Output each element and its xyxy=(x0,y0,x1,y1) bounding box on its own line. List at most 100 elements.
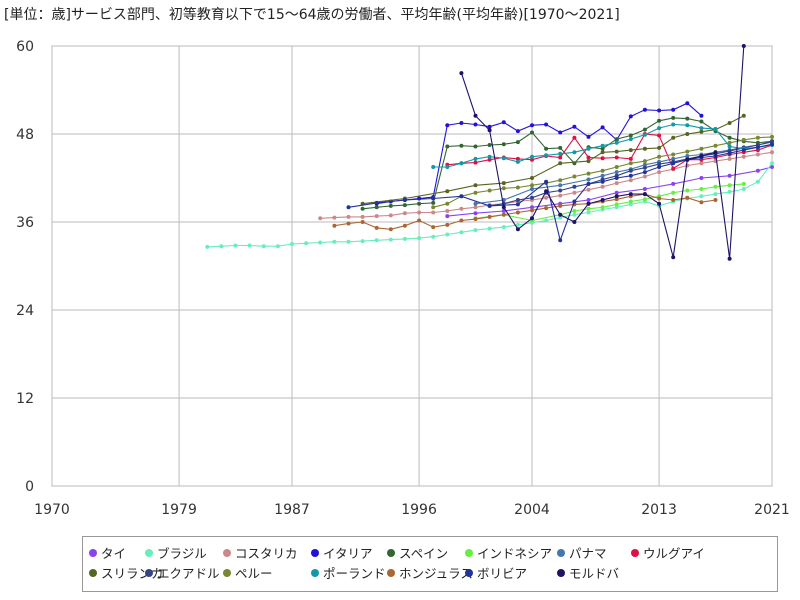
data-point xyxy=(727,156,732,161)
y-tick-label: 48 xyxy=(16,127,34,143)
data-point xyxy=(487,143,492,147)
data-point xyxy=(530,187,534,191)
data-point xyxy=(374,205,379,210)
data-point xyxy=(671,198,676,202)
data-point xyxy=(572,174,577,179)
data-point xyxy=(586,181,591,186)
data-point xyxy=(642,192,647,197)
y-tick-label: 24 xyxy=(16,303,34,319)
data-point xyxy=(614,202,619,207)
data-point xyxy=(346,214,351,219)
data-point xyxy=(642,127,647,132)
data-point xyxy=(642,107,647,112)
legend: タイ ブラジル コスタリカ イタリア スペイン インドネシア パナマ ウルグアイ スリランカ エク… xyxy=(82,536,778,592)
y-tick-label: 60 xyxy=(16,39,34,55)
data-point xyxy=(572,124,577,129)
data-point xyxy=(614,170,619,175)
data-point xyxy=(699,176,704,180)
data-point xyxy=(671,166,676,171)
legend-label: スペイン xyxy=(399,546,449,561)
legend-item: スペイン xyxy=(387,543,448,562)
data-point xyxy=(614,205,619,210)
data-point xyxy=(614,140,619,145)
data-point xyxy=(544,189,549,194)
data-point xyxy=(586,201,591,206)
data-point xyxy=(755,135,760,140)
data-point xyxy=(699,154,704,158)
data-point xyxy=(360,206,365,211)
legend-label: インドネシア xyxy=(477,546,553,561)
legend-item: ホンジュラス xyxy=(387,563,473,582)
data-point xyxy=(205,244,210,249)
data-point xyxy=(657,126,662,131)
series-line xyxy=(334,193,716,230)
data-point xyxy=(544,146,549,151)
data-point xyxy=(558,151,563,156)
data-point xyxy=(417,201,422,206)
data-point xyxy=(614,194,619,199)
data-point xyxy=(628,168,633,173)
data-point xyxy=(346,221,351,226)
series-15 xyxy=(459,44,746,261)
data-point xyxy=(558,183,563,188)
data-point xyxy=(530,154,534,159)
data-point xyxy=(657,118,662,123)
data-point xyxy=(770,161,774,166)
data-point xyxy=(713,198,718,202)
data-point xyxy=(671,181,676,186)
data-point xyxy=(586,210,591,215)
data-point xyxy=(530,195,534,200)
data-point xyxy=(473,144,478,149)
data-point xyxy=(530,183,534,188)
data-point xyxy=(445,232,450,237)
data-point xyxy=(628,178,633,183)
data-point xyxy=(346,205,351,210)
data-point xyxy=(699,200,704,205)
data-point xyxy=(501,142,506,147)
data-point xyxy=(233,243,238,248)
legend-swatch xyxy=(145,548,153,557)
data-point xyxy=(642,132,647,137)
data-point xyxy=(642,165,647,170)
data-point xyxy=(628,114,633,119)
data-point xyxy=(402,211,407,216)
series-1 xyxy=(445,165,774,219)
data-point xyxy=(727,189,732,194)
data-point xyxy=(642,146,647,151)
data-point xyxy=(713,192,718,197)
legend-item: コスタリカ xyxy=(223,543,298,562)
data-point xyxy=(755,168,760,173)
data-point xyxy=(473,217,478,222)
data-point xyxy=(374,238,379,243)
data-point xyxy=(586,171,591,176)
data-point xyxy=(445,201,450,206)
data-point xyxy=(685,123,690,128)
data-point xyxy=(600,168,605,173)
data-point xyxy=(685,101,690,106)
data-point xyxy=(628,161,633,166)
legend-label: イタリア xyxy=(323,546,373,561)
legend-swatch xyxy=(145,568,153,577)
data-point xyxy=(261,244,266,249)
data-point xyxy=(755,179,760,184)
data-point xyxy=(642,197,647,202)
data-point xyxy=(755,145,760,150)
data-point xyxy=(388,237,393,242)
legend-swatch xyxy=(223,548,231,557)
data-point xyxy=(657,162,662,167)
y-tick-label: 0 xyxy=(25,479,34,495)
data-point xyxy=(530,157,534,162)
data-point xyxy=(388,213,393,218)
legend-item: エクアドル xyxy=(145,563,220,582)
data-point xyxy=(685,132,690,136)
data-point xyxy=(473,122,478,127)
data-point xyxy=(501,181,506,186)
legend-label: ブラジル xyxy=(157,546,207,561)
legend-item: インドネシア xyxy=(465,543,552,562)
data-point xyxy=(755,148,760,153)
data-point xyxy=(473,160,478,165)
data-point xyxy=(558,203,563,208)
data-point xyxy=(671,255,676,260)
data-point xyxy=(459,121,464,125)
